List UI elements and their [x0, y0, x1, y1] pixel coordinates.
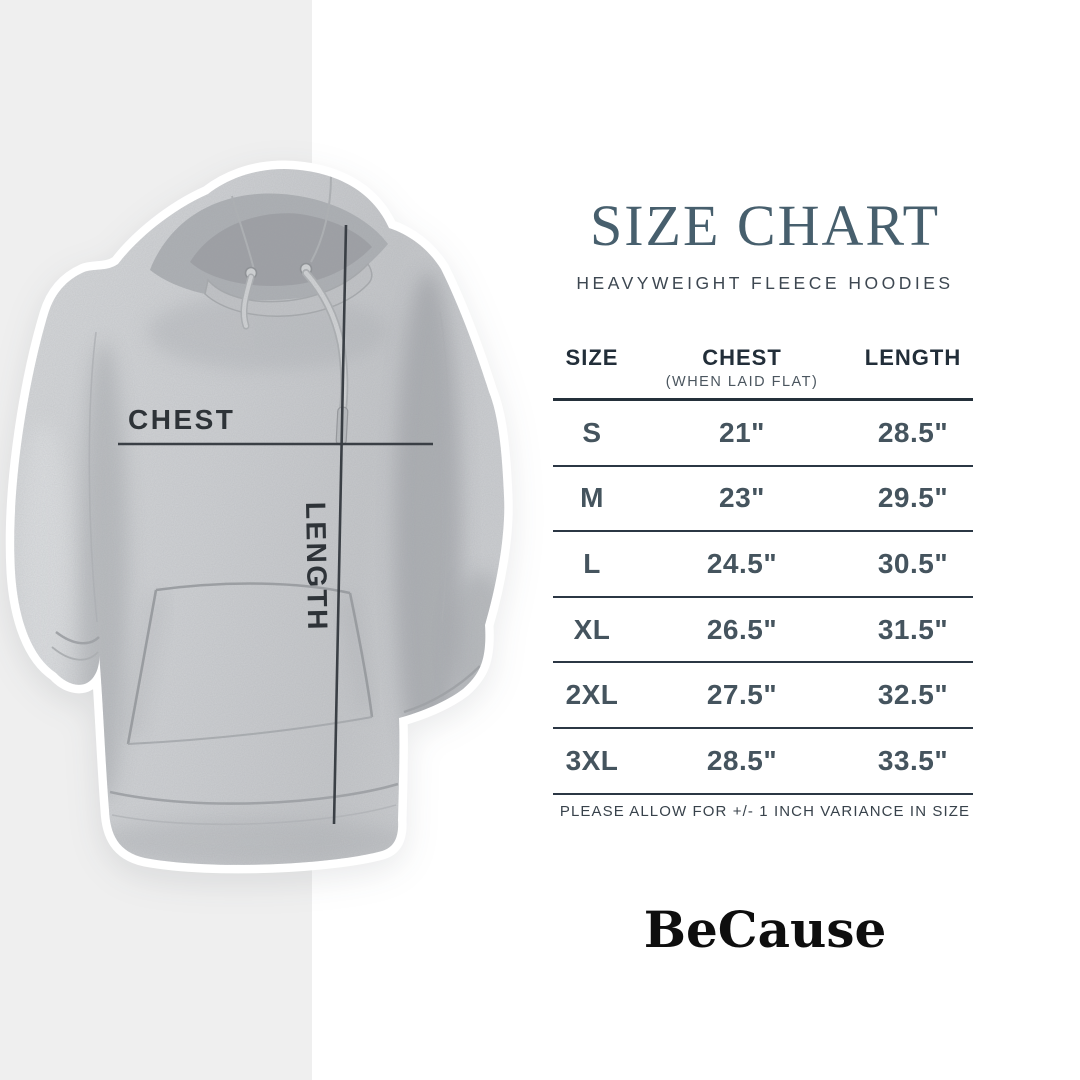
size-cell: M [580, 482, 604, 514]
variance-note: PLEASE ALLOW FOR +/- 1 INCH VARIANCE IN … [559, 803, 971, 820]
col-header-chest-note: (WHEN LAID FLAT) [665, 374, 819, 390]
chest-cell: 23" [719, 482, 765, 514]
size-cell: 3XL [565, 744, 619, 776]
table-header: SIZE CHEST LENGTH (WHEN LAID FLAT) [553, 338, 973, 401]
col-header-length: LENGTH [864, 345, 962, 370]
length-cell: 31.5" [877, 613, 949, 645]
page-subtitle: HEAVYWEIGHT FLEECE HOODIES [576, 273, 954, 293]
chest-cell: 26.5" [706, 613, 778, 645]
brand-logo: BeCause [643, 900, 887, 959]
length-cell: 33.5" [877, 744, 949, 776]
table-row: XL 26.5" 31.5" [553, 598, 973, 664]
table-row: 2XL 27.5" 32.5" [553, 663, 973, 729]
length-measure-label: LENGTH [300, 502, 333, 633]
chest-cell: 27.5" [706, 679, 778, 711]
table-row: S 21" 28.5" [553, 401, 973, 467]
hoodie-photo: CHEST LENGTH [0, 152, 548, 900]
size-cell: S [582, 416, 602, 448]
size-cell: 2XL [565, 679, 619, 711]
size-table: SIZE CHEST LENGTH (WHEN LAID FLAT) S 21"… [553, 338, 973, 795]
length-cell: 32.5" [877, 679, 949, 711]
measurement-overlay: CHEST LENGTH [118, 224, 433, 825]
col-header-size: SIZE [565, 345, 619, 370]
length-cell: 30.5" [877, 547, 949, 579]
size-cell: L [583, 547, 601, 579]
page-title: SIZE CHART [589, 193, 941, 258]
length-cell: 29.5" [877, 482, 949, 514]
chest-cell: 24.5" [706, 547, 778, 579]
chest-cell: 28.5" [706, 744, 778, 776]
table-row: L 24.5" 30.5" [553, 532, 973, 598]
table-row: M 23" 29.5" [553, 467, 973, 533]
length-measure-line [332, 224, 348, 825]
size-cell: XL [573, 613, 611, 645]
length-cell: 28.5" [877, 416, 949, 448]
col-header-chest: CHEST [702, 345, 782, 370]
chest-measure-label: CHEST [128, 404, 235, 435]
chest-cell: 21" [719, 416, 765, 448]
table-row: 3XL 28.5" 33.5" [553, 729, 973, 795]
